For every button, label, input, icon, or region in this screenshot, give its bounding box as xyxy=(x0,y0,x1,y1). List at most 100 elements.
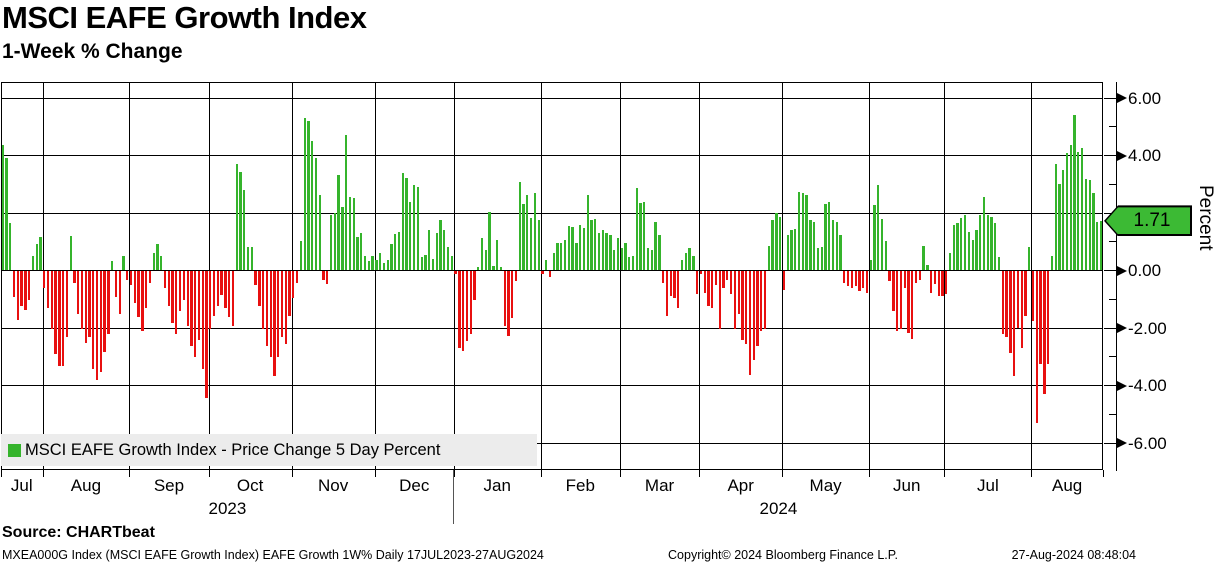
bar-negative xyxy=(458,271,461,348)
month-label-aug-2024: Aug xyxy=(1052,476,1083,495)
y-tick-label-6: 6.00 xyxy=(1128,88,1162,108)
bar-positive xyxy=(401,173,404,270)
plot-area[interactable] xyxy=(1,82,1103,470)
bar-positive xyxy=(1088,180,1091,270)
bar-positive xyxy=(495,240,499,270)
bar-positive xyxy=(303,117,306,270)
bar-positive xyxy=(624,243,627,270)
bar-positive xyxy=(416,186,420,270)
bar-positive xyxy=(299,241,303,270)
plot-border-right xyxy=(1102,82,1103,470)
bar-positive xyxy=(390,244,393,270)
bar-positive xyxy=(884,241,887,270)
h-gridline-0 xyxy=(1,270,1103,271)
bar-positive xyxy=(412,184,416,270)
bar-negative xyxy=(197,271,201,340)
bar-positive xyxy=(31,255,35,270)
bar-positive xyxy=(828,201,831,270)
legend-label: MSCI EAFE Growth Index - Price Change 5 … xyxy=(25,440,441,459)
bar-negative xyxy=(288,271,291,316)
bar-negative xyxy=(673,271,676,298)
x-tick xyxy=(620,470,621,477)
month-label-jun-2024: Jun xyxy=(893,476,921,495)
x-tick-edge xyxy=(1,470,2,477)
bar-positive xyxy=(982,196,986,270)
bar-negative xyxy=(892,271,895,312)
bar-negative xyxy=(92,271,95,369)
bar-positive xyxy=(499,267,503,270)
y-tick-label-0: 0.00 xyxy=(1128,261,1162,280)
bar-positive xyxy=(360,232,363,270)
bar-negative xyxy=(896,271,899,332)
bar-positive xyxy=(333,212,336,270)
bar-positive xyxy=(594,219,597,270)
bar-positive xyxy=(650,249,654,270)
bar-negative xyxy=(782,271,786,290)
month-label-oct-2023: Oct xyxy=(236,476,264,495)
bar-negative xyxy=(858,271,861,292)
x-tick xyxy=(1031,470,1032,477)
bar-positive xyxy=(1084,179,1088,270)
bar-positive xyxy=(631,255,635,270)
bar-positive xyxy=(1,144,4,270)
bar-negative xyxy=(903,271,906,288)
bar-negative xyxy=(1035,271,1038,423)
bar-negative xyxy=(277,271,280,358)
bar-negative xyxy=(20,271,23,306)
x-tick xyxy=(869,470,870,477)
bar-positive xyxy=(329,215,333,270)
bar-positive xyxy=(820,247,823,270)
bar-positive xyxy=(1062,169,1065,270)
month-label-jul-2024: Jul xyxy=(977,476,999,495)
y-minor-tick xyxy=(1109,413,1117,415)
bar-negative xyxy=(465,271,469,341)
y-tick-arrow-icon xyxy=(1117,323,1127,333)
y-tick-arrow-icon xyxy=(1117,265,1127,276)
bar-positive xyxy=(805,195,808,270)
bar-positive xyxy=(488,211,491,270)
bar-negative xyxy=(103,271,106,352)
y-major-tick xyxy=(1104,442,1118,444)
v-gridline-aug-end xyxy=(129,82,130,470)
y-minor-tick xyxy=(1109,298,1117,300)
bar-negative xyxy=(937,271,940,296)
bar-positive xyxy=(767,245,770,270)
bar-negative xyxy=(665,271,669,316)
v-gridline-may-end xyxy=(869,82,870,470)
bar-negative xyxy=(231,271,235,326)
bar-positive xyxy=(601,230,604,270)
bar-negative xyxy=(73,271,76,283)
bar-negative xyxy=(929,271,933,293)
bar-positive xyxy=(639,203,642,270)
bar-positive xyxy=(522,203,525,270)
bar-negative xyxy=(190,271,193,346)
bar-negative xyxy=(88,271,91,338)
bar-negative xyxy=(273,271,276,376)
bar-positive xyxy=(311,140,314,270)
last-value-tag: 1.71 xyxy=(1104,205,1192,237)
month-label-nov-2023: Nov xyxy=(317,476,349,495)
bar-negative xyxy=(862,271,865,288)
bar-positive xyxy=(579,224,582,270)
bar-positive xyxy=(9,223,12,270)
bar-positive xyxy=(567,226,570,270)
bar-positive xyxy=(1065,153,1069,270)
bar-negative xyxy=(703,271,706,293)
bar-positive xyxy=(446,247,450,270)
bar-positive xyxy=(394,234,397,270)
month-label-jan-2024: Jan xyxy=(483,476,511,495)
bar-negative xyxy=(220,271,223,296)
bar-negative xyxy=(24,271,27,310)
bar-negative xyxy=(209,271,212,329)
bar-negative xyxy=(1005,271,1008,338)
bar-positive xyxy=(35,244,38,270)
x-tick xyxy=(454,470,455,477)
bar-positive xyxy=(382,262,386,270)
bar-negative xyxy=(194,271,197,358)
bar-negative xyxy=(99,271,103,372)
bar-negative xyxy=(511,271,514,318)
bar-positive xyxy=(684,252,687,270)
bar-positive xyxy=(775,212,778,270)
bar-negative xyxy=(454,271,457,274)
